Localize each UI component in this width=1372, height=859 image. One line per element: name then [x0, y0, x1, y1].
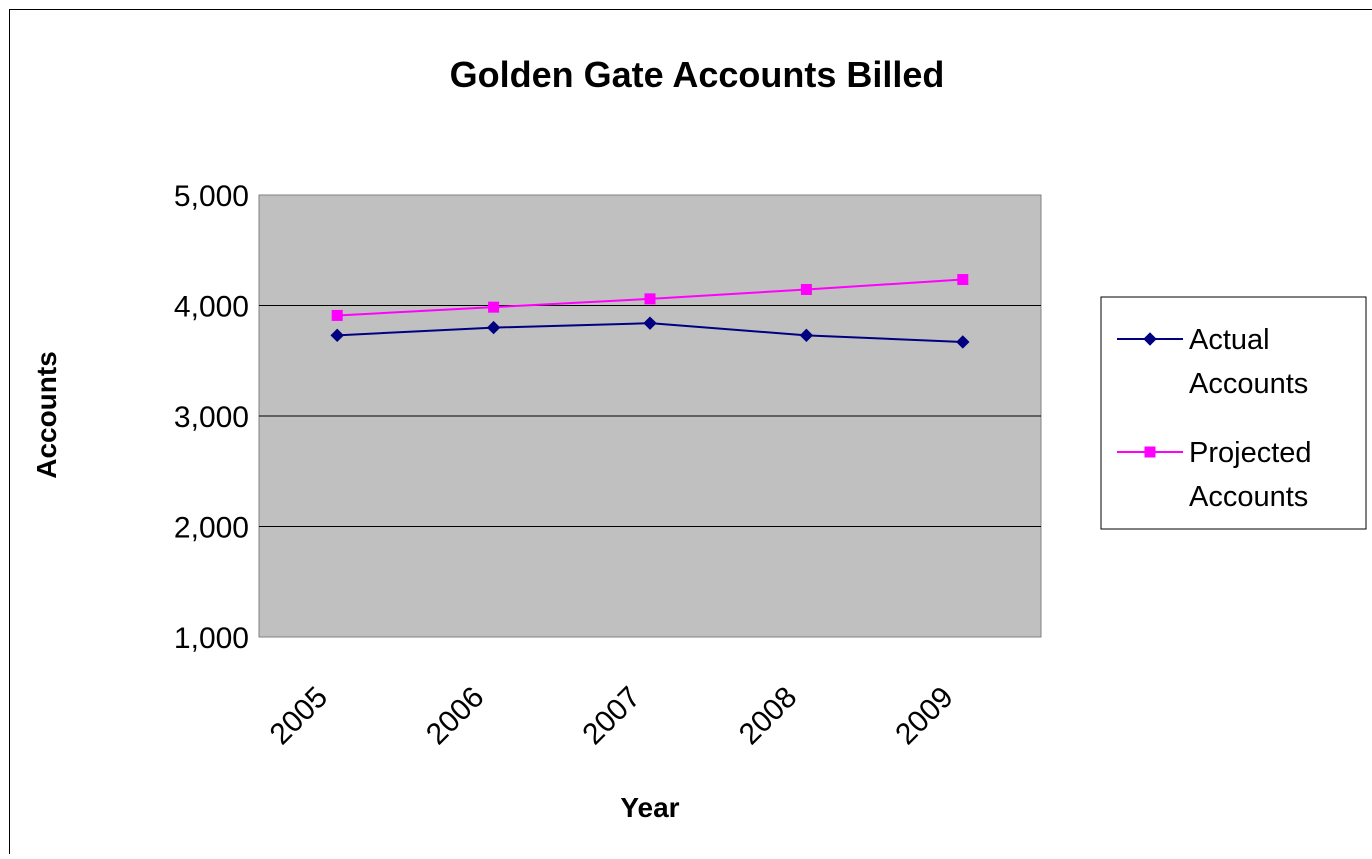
- y-tick-label: 1,000: [174, 622, 249, 655]
- y-axis-title: Accounts: [31, 351, 62, 479]
- legend-label: Accounts: [1189, 368, 1308, 400]
- legend: Actual Accounts Projected Accounts: [1101, 297, 1366, 529]
- y-tick-label: 5,000: [174, 180, 249, 213]
- x-axis-title: Year: [620, 792, 679, 823]
- y-tick-label: 3,000: [174, 401, 249, 434]
- data-point: [645, 294, 655, 304]
- legend-label: Projected: [1189, 437, 1312, 469]
- y-tick-label: 2,000: [174, 512, 249, 545]
- chart-title: Golden Gate Accounts Billed: [450, 54, 945, 95]
- y-tick-label: 4,000: [174, 291, 249, 324]
- data-point: [801, 284, 811, 294]
- legend-label: Accounts: [1189, 481, 1308, 513]
- legend-label: Actual: [1189, 324, 1270, 356]
- data-point: [489, 302, 499, 312]
- legend-marker: [1145, 447, 1155, 457]
- data-point: [332, 310, 342, 320]
- data-point: [958, 275, 968, 285]
